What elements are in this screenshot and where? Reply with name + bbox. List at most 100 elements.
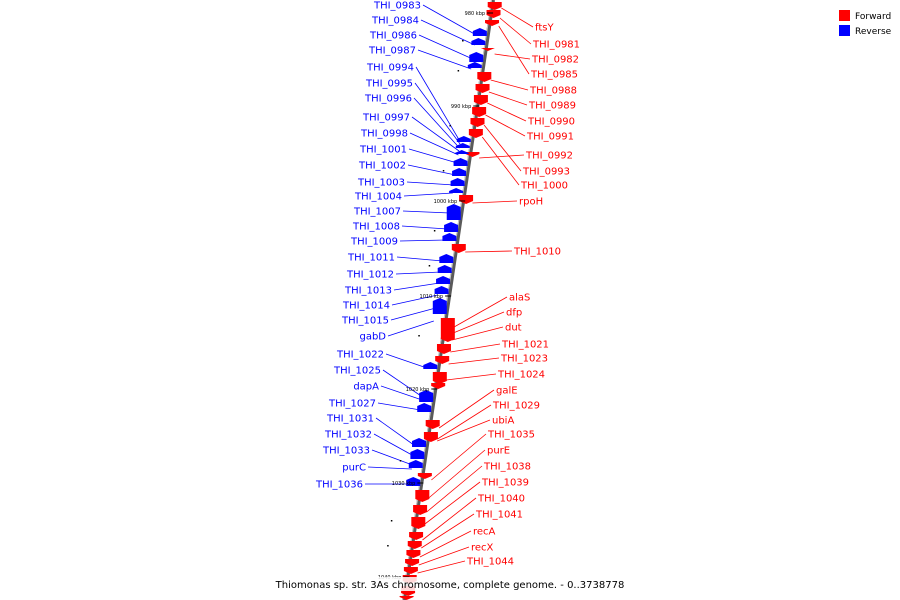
reverse-gene-label: THI_1009 bbox=[350, 237, 398, 248]
reverse-leader-line bbox=[415, 66, 461, 143]
reverse-gene-label: THI_1002 bbox=[358, 161, 406, 172]
reverse-gene-label: THI_1033 bbox=[322, 446, 370, 457]
forward-gene-feature bbox=[407, 541, 422, 549]
forward-leader-line bbox=[448, 357, 500, 365]
reverse-leader-line bbox=[367, 466, 412, 470]
forward-gene-feature bbox=[425, 420, 440, 429]
forward-leader-line bbox=[465, 250, 513, 253]
reverse-leader-line bbox=[417, 49, 472, 70]
reverse-gene-feature bbox=[439, 254, 454, 263]
forward-leader-line bbox=[487, 102, 527, 122]
reverse-gene-feature bbox=[406, 477, 421, 486]
reverse-gene-feature bbox=[423, 362, 438, 369]
reverse-gene-label: THI_0998 bbox=[360, 129, 408, 140]
reverse-leader-line bbox=[377, 402, 421, 411]
forward-gene-label: THI_0981 bbox=[532, 40, 580, 51]
reverse-gene-label: THI_1022 bbox=[336, 350, 384, 361]
forward-gene-label: galE bbox=[496, 386, 518, 397]
reverse-gene-label: THI_1012 bbox=[346, 270, 394, 281]
reverse-gene-label: purC bbox=[342, 463, 366, 474]
forward-leader-line bbox=[437, 404, 492, 440]
reverse-gene-feature bbox=[467, 62, 482, 68]
forward-gene-feature bbox=[486, 10, 501, 18]
forward-leader-line bbox=[498, 25, 530, 75]
forward-leader-line bbox=[438, 389, 495, 429]
reverse-gene-feature bbox=[436, 276, 451, 284]
reverse-gene-feature bbox=[412, 438, 427, 447]
gene-labels: ftsY THI_0981 THI_0982 THI_0985 THI_0988 THI_… bbox=[315, 1, 580, 568]
reverse-gene-feature bbox=[449, 188, 464, 193]
forward-gene-label: THI_1024 bbox=[497, 370, 545, 381]
minor-mark bbox=[390, 520, 393, 522]
forward-gene-label: recX bbox=[471, 543, 494, 554]
reverse-gene-label: THI_1015 bbox=[341, 316, 389, 327]
reverse-leader-line bbox=[401, 225, 448, 230]
reverse-gene-label: gabD bbox=[359, 332, 386, 343]
gene-features bbox=[399, 2, 502, 600]
minor-mark bbox=[462, 40, 464, 42]
forward-gene-feature bbox=[459, 195, 474, 204]
forward-gene-feature bbox=[403, 567, 418, 574]
reverse-gene-label: THI_1031 bbox=[326, 414, 374, 425]
forward-gene-feature bbox=[485, 20, 500, 26]
forward-gene-feature bbox=[431, 383, 446, 389]
forward-gene-feature bbox=[417, 473, 432, 479]
reverse-leader-line bbox=[422, 4, 477, 36]
reverse-leader-line bbox=[411, 116, 460, 152]
caption-background bbox=[285, 577, 615, 591]
forward-leader-line bbox=[446, 373, 497, 381]
forward-leader-line bbox=[483, 124, 522, 172]
forward-gene-feature bbox=[480, 48, 495, 51]
forward-gene-label: THI_1041 bbox=[475, 510, 523, 521]
reverse-gene-label: THI_1004 bbox=[354, 192, 402, 203]
forward-leader-line bbox=[419, 530, 472, 558]
forward-leader-line bbox=[422, 497, 477, 541]
forward-gene-feature bbox=[436, 344, 451, 354]
forward-gene-feature bbox=[405, 559, 420, 566]
reverse-leader-line bbox=[399, 239, 446, 242]
forward-leader-line bbox=[450, 343, 501, 353]
reverse-gene-feature bbox=[452, 168, 467, 176]
forward-leader-line bbox=[485, 114, 526, 137]
reverse-leader-line bbox=[403, 192, 453, 197]
forward-gene-label: ubiA bbox=[492, 416, 514, 427]
reverse-leader-line bbox=[380, 385, 423, 401]
reverse-gene-label: THI_1007 bbox=[353, 207, 401, 218]
reverse-leader-line bbox=[393, 282, 440, 291]
reverse-leader-line bbox=[387, 320, 434, 337]
scale-tick-label: 1020 kbp bbox=[406, 387, 430, 393]
minor-mark bbox=[399, 460, 402, 462]
reverse-gene-label: THI_1014 bbox=[342, 301, 390, 312]
forward-gene-label: THI_0988 bbox=[529, 86, 577, 97]
forward-leader-line bbox=[431, 433, 487, 481]
forward-gene-feature bbox=[440, 318, 455, 342]
reverse-gene-feature bbox=[410, 449, 425, 459]
reverse-gene-label: THI_1001 bbox=[359, 145, 407, 156]
forward-gene-feature bbox=[423, 432, 438, 442]
forward-leader-line bbox=[452, 326, 504, 341]
forward-leader-line bbox=[426, 465, 483, 513]
forward-gene-label: THI_1040 bbox=[477, 494, 525, 505]
reverse-gene-label: THI_1003 bbox=[357, 178, 405, 189]
forward-gene-label: THI_0991 bbox=[526, 132, 574, 143]
forward-gene-label: dut bbox=[505, 323, 522, 334]
minor-mark bbox=[433, 230, 436, 232]
reverse-gene-label: dapA bbox=[353, 382, 379, 393]
forward-gene-feature bbox=[432, 372, 447, 384]
reverse-leader-line bbox=[385, 353, 427, 369]
legend-forward-label: Forward bbox=[855, 12, 891, 22]
minor-mark bbox=[387, 545, 389, 547]
scale-tick-label: 1000 kbp bbox=[434, 199, 458, 205]
reverse-gene-feature bbox=[456, 136, 471, 142]
reverse-gene-label: THI_0987 bbox=[368, 46, 416, 57]
map-caption: Thiomonas sp. str. 3As chromosome, compl… bbox=[275, 580, 625, 591]
reverse-gene-feature bbox=[469, 52, 484, 62]
forward-gene-feature bbox=[468, 129, 483, 138]
forward-gene-label: THI_1000 bbox=[520, 181, 568, 192]
minor-mark bbox=[442, 170, 445, 172]
forward-gene-feature bbox=[409, 532, 424, 540]
reverse-gene-feature bbox=[471, 38, 486, 45]
reverse-gene-label: THI_0996 bbox=[364, 94, 412, 105]
reverse-gene-feature bbox=[419, 390, 434, 402]
reverse-leader-line bbox=[420, 19, 475, 46]
